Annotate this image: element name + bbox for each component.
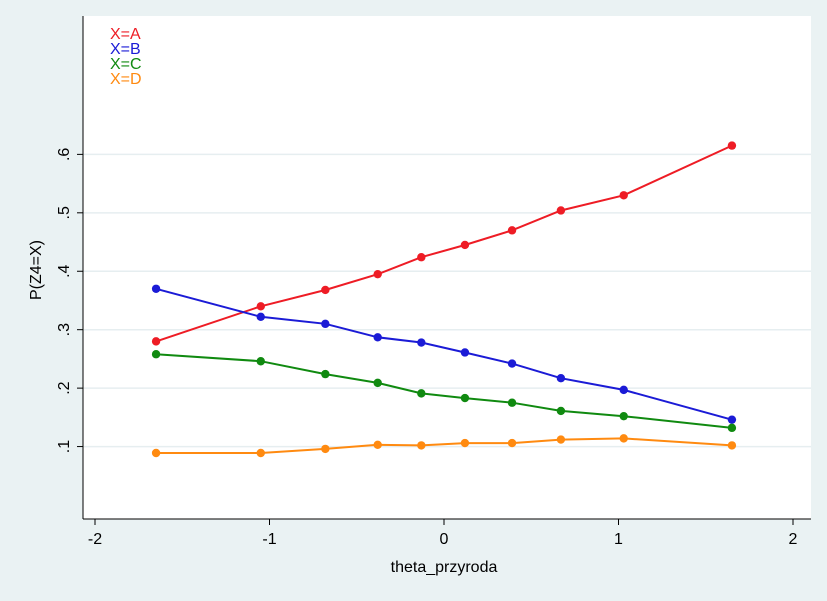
series-X=B [151,284,737,424]
series-group [151,141,737,458]
data-point [727,141,737,150]
legend-entry: X=C [110,56,142,73]
data-point [256,448,265,458]
y-tick-label: .6 [56,148,73,161]
data-point [151,337,161,346]
y-tick-label: .3 [56,323,73,336]
legend-entry: X=A [110,26,141,43]
series-line [155,287,733,421]
series-line [156,437,732,454]
y-axis-title: P(Z4=X) [28,240,45,300]
x-tick-label: 0 [440,531,449,548]
data-point [151,350,161,359]
legend: X=AX=BX=CX=D [110,26,142,88]
data-point [619,434,628,443]
x-axis-title: theta_przyroda [391,559,498,576]
legend-entry: X=B [110,41,141,58]
series-X=D [151,434,737,458]
data-point [321,285,330,295]
data-point [556,206,566,215]
data-point [556,373,566,383]
data-point [417,389,426,398]
grid-lines [83,153,811,448]
data-point [556,435,566,444]
data-point [460,438,470,448]
data-point [619,411,628,421]
series-line [156,353,733,429]
plot-area [83,16,811,519]
data-point [417,441,426,450]
data-point [373,333,382,342]
x-tick-label: 2 [789,531,798,548]
data-point [507,359,517,368]
data-point [460,348,470,357]
data-point [417,338,426,347]
x-tick-label: 1 [614,531,623,548]
y-tick-label: .4 [56,264,73,277]
y-tick-label: .2 [56,381,73,394]
data-point [373,440,382,450]
data-point [507,438,517,448]
data-point [727,415,737,424]
x-tick-label: -1 [262,531,276,548]
data-point [321,444,330,454]
x-tick-label: -2 [88,531,102,548]
data-point [460,393,470,403]
data-point [151,284,161,293]
data-point [256,357,265,366]
data-point [373,378,382,388]
legend-entry: X=D [110,71,142,88]
data-point [256,302,265,311]
data-point [321,319,330,329]
data-point [619,191,628,200]
data-point [727,423,737,433]
data-point [151,448,161,458]
data-point [507,226,517,235]
data-point [321,369,330,379]
data-point [460,240,470,250]
axes: .1 .2 .3 .4 .5 .6 -2 -1 0 1 2 [56,16,811,548]
series-X=A [151,141,737,346]
data-point [556,406,566,416]
data-point [373,269,382,279]
series-line [155,144,733,343]
data-point [727,441,737,450]
data-point [256,312,265,322]
data-point [507,398,517,407]
data-point [619,385,628,395]
y-tick-label: .5 [56,206,73,219]
y-tick-label: .1 [56,440,73,453]
series-X=C [151,350,737,433]
data-point [417,253,426,262]
